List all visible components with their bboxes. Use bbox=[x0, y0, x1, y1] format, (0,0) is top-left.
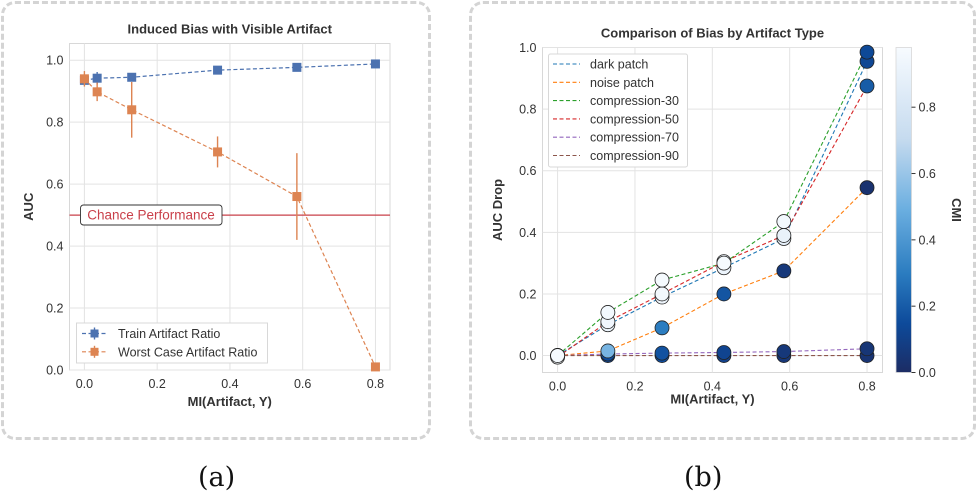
x-tick-label: 0.2 bbox=[626, 380, 643, 394]
series-line-4 bbox=[557, 348, 868, 357]
legend-label: compression-90 bbox=[590, 149, 679, 163]
data-point bbox=[776, 344, 792, 359]
colorbar-tick-label: 0.6 bbox=[919, 167, 936, 181]
legend-marker bbox=[90, 347, 99, 356]
legend-label: compression-30 bbox=[590, 94, 679, 108]
chart-a: 0.0 0.2 0.4 0.6 0.8 0.0 0.2 0.4 0.6 0.8 1.0 Induced… bbox=[21, 22, 391, 409]
colorbar bbox=[895, 47, 912, 373]
data-point bbox=[859, 341, 875, 357]
x-tick-label: 0.4 bbox=[704, 380, 721, 394]
colorbar-tick-label: 0.0 bbox=[919, 366, 936, 380]
y-tick-label: 0.0 bbox=[46, 364, 63, 378]
caption-b: (b) bbox=[684, 462, 723, 493]
x-tick-label: 0.0 bbox=[76, 377, 93, 391]
y-tick-label: 0.2 bbox=[519, 287, 536, 301]
y-tick-label: 0.0 bbox=[519, 349, 536, 363]
data-point bbox=[92, 73, 102, 83]
y-tick-label: 0.4 bbox=[519, 226, 536, 240]
data-point bbox=[92, 87, 102, 97]
y-axis-label: AUC bbox=[21, 192, 36, 221]
data-point bbox=[79, 74, 89, 84]
colorbar-label: CMI bbox=[949, 198, 964, 222]
data-point bbox=[776, 214, 792, 229]
y-tick-label: 0.4 bbox=[46, 240, 63, 254]
colorbar-tick-label: 0.8 bbox=[919, 101, 936, 115]
legend-box bbox=[548, 53, 688, 168]
x-tick-label: 0.8 bbox=[367, 377, 384, 391]
chance-label: Chance Performance bbox=[87, 208, 215, 223]
legend-label: Worst Case Artifact Ratio bbox=[118, 345, 257, 359]
x-tick-label: 0.4 bbox=[221, 377, 238, 391]
chance-label-box bbox=[80, 204, 223, 226]
y-tick-label: 0.6 bbox=[519, 164, 536, 178]
y-axis-label: AUC Drop bbox=[490, 179, 505, 241]
data-point bbox=[600, 343, 616, 359]
legend-label: noise patch bbox=[590, 76, 654, 90]
data-point bbox=[776, 263, 792, 279]
data-point bbox=[859, 180, 875, 196]
colorbar-tick-label: 0.4 bbox=[919, 233, 936, 247]
x-tick-label: 0.0 bbox=[549, 380, 566, 394]
panel-a-frame bbox=[1, 1, 431, 440]
data-point bbox=[716, 255, 732, 271]
data-point bbox=[654, 320, 670, 336]
x-axis-label: MI(Artifact, Y) bbox=[188, 394, 272, 409]
data-point bbox=[600, 305, 616, 320]
y-tick-label: 0.8 bbox=[519, 103, 536, 117]
data-point bbox=[292, 62, 302, 72]
data-point bbox=[213, 65, 223, 75]
chart-b: 0.0 0.2 0.4 0.6 0.8 0.0 0.2 0.4 0.6 0.8 1.0 Compari… bbox=[490, 26, 964, 407]
series-line-2 bbox=[557, 51, 868, 356]
data-point bbox=[654, 272, 670, 288]
chart-title: Comparison of Bias by Artifact Type bbox=[601, 26, 824, 41]
x-tick-label: 0.6 bbox=[781, 380, 798, 394]
y-tick-label: 1.0 bbox=[519, 41, 536, 55]
legend-label: compression-70 bbox=[590, 131, 679, 145]
colorbar-tick-label: 0.2 bbox=[919, 300, 936, 314]
data-point bbox=[716, 345, 732, 360]
data-point bbox=[859, 78, 875, 94]
data-point bbox=[370, 362, 380, 372]
data-point bbox=[370, 59, 380, 69]
x-tick-label: 0.6 bbox=[294, 377, 311, 391]
data-point bbox=[292, 192, 302, 202]
data-point bbox=[716, 286, 732, 302]
legend-box bbox=[76, 322, 268, 364]
x-axis-label: MI(Artifact, Y) bbox=[670, 392, 754, 407]
y-tick-label: 0.6 bbox=[46, 178, 63, 192]
data-point bbox=[654, 345, 670, 361]
y-tick-label: 1.0 bbox=[46, 54, 63, 68]
series-line-3 bbox=[557, 85, 868, 358]
caption-a: (a) bbox=[198, 462, 236, 493]
x-tick-label: 0.8 bbox=[858, 380, 875, 394]
panel-b-frame bbox=[469, 1, 976, 440]
data-point bbox=[127, 105, 137, 115]
data-point bbox=[654, 286, 670, 302]
legend-label: compression-50 bbox=[590, 112, 679, 126]
data-point bbox=[550, 348, 565, 363]
series-line-0 bbox=[557, 61, 868, 357]
data-point bbox=[213, 147, 223, 157]
series-line-1 bbox=[557, 187, 868, 357]
y-tick-label: 0.8 bbox=[46, 116, 63, 130]
chart-title: Induced Bias with Visible Artifact bbox=[128, 22, 333, 37]
x-tick-label: 0.2 bbox=[148, 377, 165, 391]
legend-label: Train Artifact Ratio bbox=[118, 327, 220, 341]
legend-label: dark patch bbox=[590, 58, 648, 72]
data-point bbox=[127, 72, 137, 82]
y-tick-label: 0.2 bbox=[46, 302, 63, 316]
data-point bbox=[776, 228, 792, 243]
legend-marker bbox=[90, 329, 99, 338]
data-point bbox=[859, 44, 875, 60]
